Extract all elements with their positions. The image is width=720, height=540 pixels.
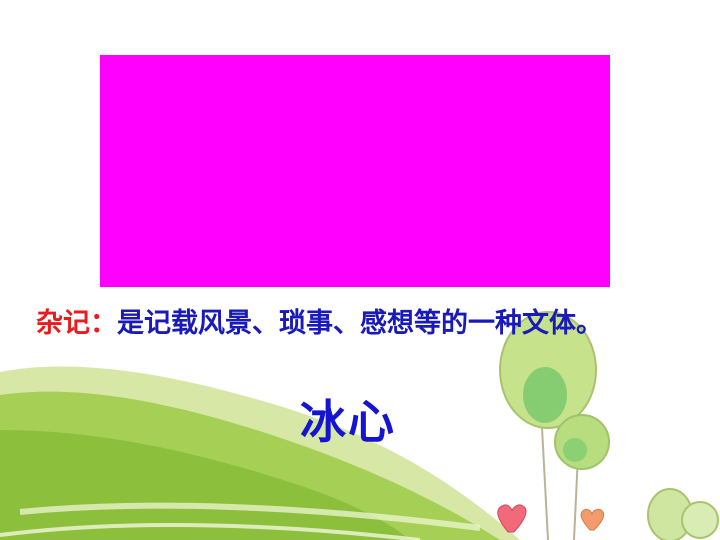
grass-streak xyxy=(0,523,421,540)
tree-canopy-shade xyxy=(523,367,567,423)
author-name: 冰心 xyxy=(300,395,396,449)
definition-term: 杂记： xyxy=(36,308,117,339)
image-placeholder xyxy=(100,55,610,287)
tree-canopy-shade xyxy=(563,438,587,462)
definition-body: 是记载风景、琐事、感想等的一种文体。 xyxy=(117,308,603,339)
heart-icon xyxy=(497,504,527,533)
heart-icon xyxy=(580,508,605,531)
definition-text: 杂记：是记载风景、琐事、感想等的一种文体。 xyxy=(36,306,676,342)
grass-streak xyxy=(19,502,481,531)
tree-canopy xyxy=(681,501,719,539)
